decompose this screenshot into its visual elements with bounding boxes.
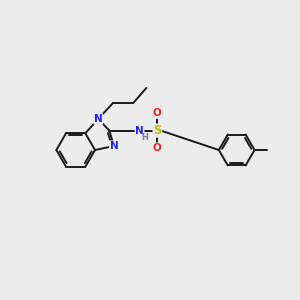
Text: H: H (142, 133, 148, 142)
Text: N: N (94, 114, 103, 124)
Text: N: N (135, 126, 144, 136)
Text: O: O (153, 108, 162, 118)
Text: O: O (153, 143, 162, 153)
Text: S: S (153, 124, 162, 137)
Text: N: N (110, 141, 118, 151)
